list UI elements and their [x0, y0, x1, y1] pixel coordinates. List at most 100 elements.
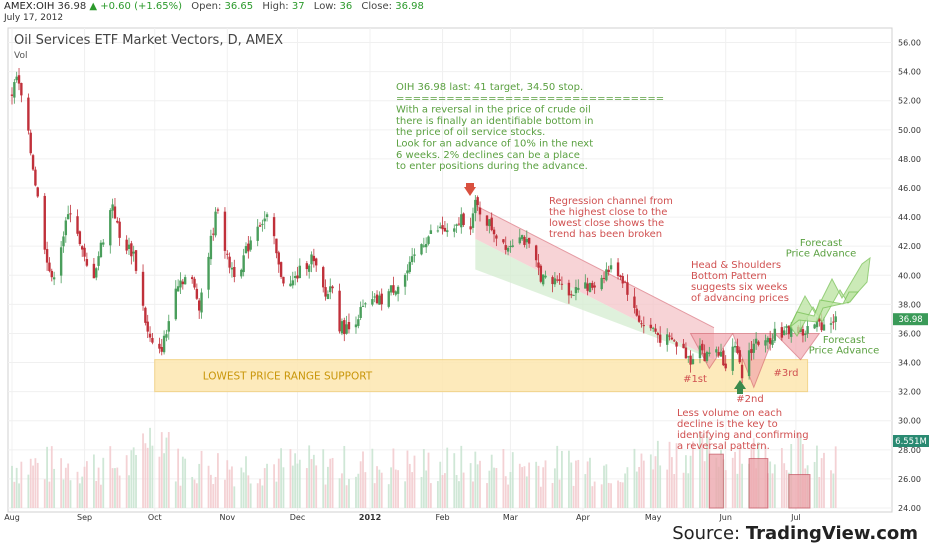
candle-body [687, 356, 690, 358]
candle-body [715, 349, 718, 353]
candle-body [436, 230, 440, 232]
volume-bar [436, 481, 439, 508]
last-price-tag-text: 36.98 [898, 315, 922, 325]
volume-bar [472, 481, 474, 508]
ticker-bar: AMEX:OIH 36.98 ▲ +0.60 (+1.65%) Open: 36… [4, 1, 424, 12]
volume-bar [591, 486, 594, 508]
volume-bar [589, 457, 591, 508]
volume-bar [783, 463, 786, 508]
candle-body [275, 238, 278, 254]
volume-bar [184, 458, 187, 508]
candle-body [832, 321, 835, 323]
volume-bar [535, 461, 538, 508]
volume-bar [198, 463, 201, 508]
volume-bar [462, 472, 465, 508]
candle-body [17, 75, 21, 84]
candle-body [345, 324, 348, 334]
candle-body [48, 262, 51, 272]
candle-body [675, 342, 678, 347]
volume-bar [345, 485, 348, 508]
last-price: 36.98 [57, 1, 87, 12]
candle-body [230, 267, 234, 270]
regression-upper-line [475, 205, 715, 329]
candle-body [801, 329, 805, 336]
volume-bar [780, 448, 783, 508]
volume-bar [518, 463, 521, 508]
candle-body [649, 324, 653, 329]
candle-body [364, 303, 367, 305]
candle-body [621, 276, 624, 284]
head-shoulders-note-line: Head & Shoulders [691, 260, 781, 271]
candle-body [616, 262, 620, 277]
volume-bar [305, 468, 308, 508]
volume-highlight-box [708, 453, 724, 509]
candle-body [654, 328, 657, 332]
volume-bar [701, 434, 704, 508]
volume-bar [240, 467, 243, 508]
candle-body [387, 291, 390, 307]
candle-body [207, 256, 210, 290]
volume-bar [624, 473, 626, 508]
forecast-label-lower-line: Price Advance [809, 346, 880, 357]
support-label: LOWEST PRICE RANGE SUPPORT [203, 371, 373, 383]
trade-plan-note-line: there is finally an identifiable bottom … [396, 116, 594, 127]
volume-bar [36, 462, 39, 508]
volume-bar [687, 473, 690, 508]
volume-bar [226, 460, 229, 508]
candle-body [326, 294, 330, 300]
candle-body [719, 351, 723, 357]
volume-bar [741, 463, 743, 508]
regression-note-line: trend has been broken [549, 229, 662, 240]
candle-body [441, 225, 444, 230]
source-prefix: Source: [672, 523, 746, 544]
volume-note-line: decline is the key to [677, 419, 778, 430]
volume-bar [638, 466, 641, 508]
candle-body [834, 316, 837, 323]
trade-plan-note-line: 6 weeks. 2% declines can be a place [396, 150, 580, 161]
pattern-label-second: #2nd [736, 394, 763, 405]
volume-bar [200, 450, 203, 508]
volume-bar [364, 472, 367, 508]
candle-body [591, 282, 594, 288]
regression-channel-lower [475, 238, 714, 360]
candle-body [733, 345, 737, 348]
candle-body [20, 83, 23, 96]
candle-body [504, 245, 507, 250]
candle-body [534, 245, 538, 261]
volume-bar [371, 448, 374, 508]
candle-body [223, 211, 227, 251]
candle-body [148, 333, 152, 338]
volume-bar [642, 460, 645, 508]
candle-body [736, 345, 739, 353]
candle-body [764, 340, 767, 346]
volume-bar [217, 453, 219, 508]
up-arrow-icon: ▲ [89, 1, 98, 12]
candle-body [455, 224, 458, 226]
candle-body [619, 275, 622, 278]
volume-bar [429, 483, 432, 508]
volume-bar [390, 467, 392, 508]
x-tick-label: Jul [790, 513, 801, 522]
candle-body [179, 280, 182, 288]
candle-body [50, 270, 53, 278]
trade-plan-note-line: to enter positions during the advance. [396, 161, 588, 172]
volume-bar [486, 483, 488, 508]
volume-bar [476, 464, 479, 508]
volume-bar [67, 463, 70, 508]
candle-body [689, 355, 692, 365]
candle-body [492, 229, 496, 235]
candle-body [15, 76, 18, 81]
volume-bar [102, 457, 105, 508]
volume-bar [308, 445, 311, 508]
candle-body [307, 265, 311, 272]
volume-bar [406, 450, 409, 508]
volume-bar [502, 448, 505, 508]
candle-body [265, 214, 269, 218]
candle-body [506, 247, 510, 252]
candle-body [394, 291, 397, 295]
candle-body [656, 332, 660, 336]
candle-body [113, 206, 117, 219]
candle-body [495, 235, 498, 239]
